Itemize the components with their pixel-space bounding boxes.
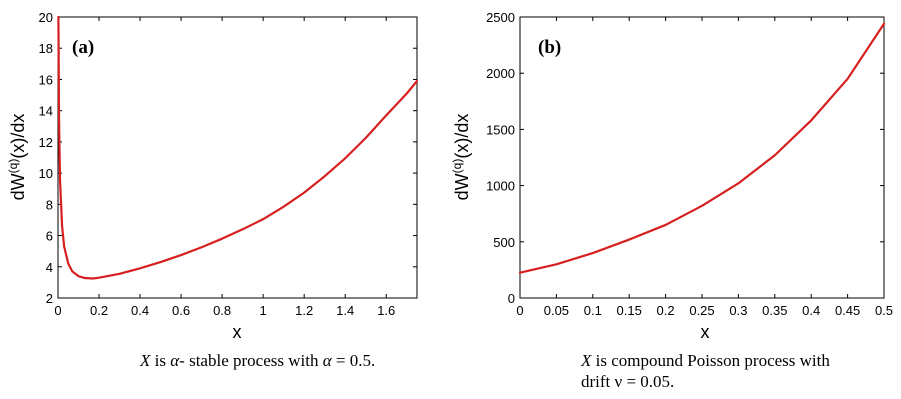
caption-b-line-2: drift ν = 0.05. <box>581 372 675 391</box>
panel-a-y-tick-label: 10 <box>39 166 53 181</box>
caption-a-var-alpha-1: α <box>170 351 180 370</box>
panel-b-ylabel-tail: (x)/dx <box>452 114 472 159</box>
panel-b-ylabel-sup: (q) <box>450 159 464 174</box>
panel-b-y-tick-label: 2500 <box>486 10 515 25</box>
panel-b-x-tick-label: 0.05 <box>544 303 569 318</box>
caption-a-text-1: is <box>150 351 171 370</box>
panel-a-series-line <box>57 15 419 280</box>
caption-a-text-2: - stable process with <box>179 351 323 370</box>
svg-text:dW(q)(x)/dx: dW(q)(x)/dx <box>6 114 28 201</box>
caption-a-var-alpha-2: α <box>322 351 332 370</box>
panel-b-x-tick-label: 0.2 <box>657 303 675 318</box>
panel-a-caption: X is α- stable process with α = 0.5. <box>140 350 375 371</box>
panel-b-y-tick-label: 500 <box>493 235 515 250</box>
panel-a-y-tick-label: 4 <box>46 260 53 275</box>
panel-a-x-tick-label: 0.4 <box>131 303 149 318</box>
caption-b-line-1: X is compound Poisson process with <box>581 350 830 371</box>
panel-a-ylabel-sup: (q) <box>6 159 20 174</box>
panel-a-label: (a) <box>72 37 94 58</box>
panel-b-y-tick-label: 0 <box>508 291 515 306</box>
panel-b-xlabel: x <box>701 322 710 342</box>
panel-b-series-line <box>518 22 886 274</box>
panel-b-x-tick-label: 0.3 <box>729 303 747 318</box>
panel-a-ylabel-tail: (x)/dx <box>8 114 28 159</box>
panel-a-y-tick-label: 2 <box>46 291 53 306</box>
panel-b-x-tick-label: 0 <box>516 303 523 318</box>
panel-a-y-tick-label: 14 <box>39 104 53 119</box>
panel-a-x-tick-label: 1 <box>260 303 267 318</box>
caption-a-text-3: = 0.5. <box>331 351 376 370</box>
panel-a-x-tick-label: 0 <box>54 303 61 318</box>
panel-b-x-tick-label: 0.35 <box>762 303 787 318</box>
svg-text:dW(q)(x)/dx: dW(q)(x)/dx <box>450 114 472 201</box>
panel-b-y-tick-label: 2000 <box>486 66 515 81</box>
panel-b-x-tick-label: 0.1 <box>584 303 602 318</box>
panel-b-x-tick-label: 0.25 <box>689 303 714 318</box>
panel-a-x-tick-label: 0.6 <box>172 303 190 318</box>
panel-a-ylabel: dW(q)(x)/dx <box>6 114 28 201</box>
panel-b-ylabel-main: dW <box>452 173 472 200</box>
panel-b-plot-frame <box>519 16 885 299</box>
panel-a-x-tick-label: 0.8 <box>213 303 231 318</box>
panel-a-plot-frame <box>57 16 418 299</box>
panel-a-x-tick-label: 1.2 <box>295 303 313 318</box>
panel-a-x-tick-label: 1.4 <box>336 303 354 318</box>
panel-a-y-tick-label: 8 <box>46 197 53 212</box>
panel-b-x-tick-label: 0.4 <box>802 303 820 318</box>
panel-a-y-tick-label: 18 <box>39 41 53 56</box>
panel-a-xlabel: x <box>233 322 242 342</box>
caption-b-text-1: is compound Poisson process with <box>591 351 830 370</box>
caption-a-var-x: X <box>140 351 151 370</box>
panel-b-caption: X is compound Poisson process with drift… <box>581 350 830 392</box>
panel-b-label: (b) <box>538 37 561 58</box>
panel-a-x-tick-label: 1.6 <box>377 303 395 318</box>
panel-b-x-tick-label: 0.15 <box>617 303 642 318</box>
panel-a-y-tick-label: 20 <box>39 10 53 25</box>
panel-a: dW(q)(x)/dx x (a) 0 0.2 0.4 0.6 0.8 1 1.2 1.4 1.… <box>6 10 419 342</box>
panel-a-y-tick-label: 6 <box>46 229 53 244</box>
panel-b-x-tick-label: 0.45 <box>835 303 860 318</box>
panel-a-ylabel-main: dW <box>8 173 28 200</box>
panel-a-y-tick-label: 12 <box>39 135 53 150</box>
panel-b-y-tick-label: 1000 <box>486 179 515 194</box>
panel-a-x-tick-label: 0.2 <box>90 303 108 318</box>
panel-a-y-tick-label: 16 <box>39 72 53 87</box>
panel-b-x-tick-label: 0.5 <box>875 303 893 318</box>
caption-b-var-x: X <box>581 351 592 370</box>
panel-b-ylabel: dW(q)(x)/dx <box>450 114 472 201</box>
panel-b: dW(q)(x)/dx x (b) 0 0.05 0.1 0.15 0.2 0.25 0.3… <box>450 10 893 342</box>
panel-b-y-tick-label: 1500 <box>486 122 515 137</box>
